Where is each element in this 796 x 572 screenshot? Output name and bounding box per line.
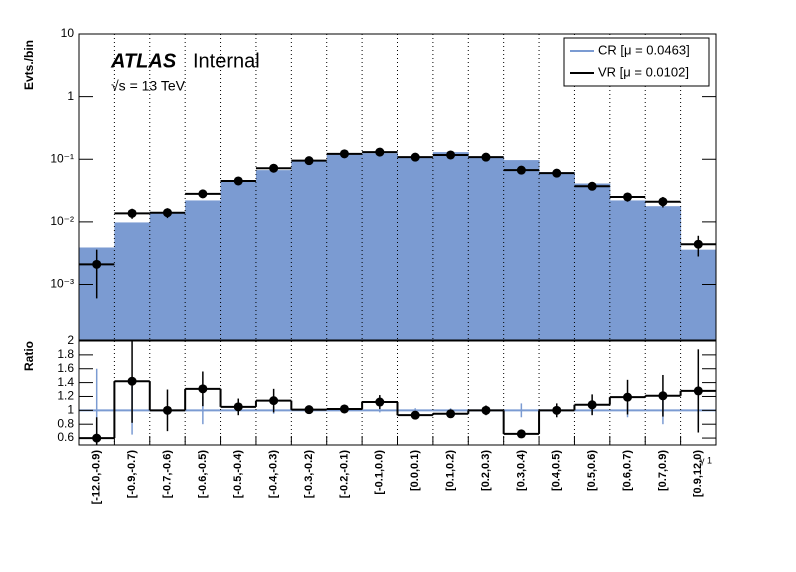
x-tick-label: [-0.4,-0.3)	[268, 450, 280, 499]
vr-ratio-point	[198, 384, 208, 394]
legend-box	[563, 37, 710, 87]
vr-point	[375, 147, 385, 157]
x-tick-label: [0.2,0.3)	[480, 450, 492, 491]
vr-point	[92, 259, 102, 269]
cr-bar	[609, 200, 646, 340]
vr-point	[446, 150, 456, 160]
vr-point	[304, 156, 314, 166]
x-tick-label: [0.4,0.5)	[551, 450, 563, 491]
x-tick-label: [-0.1,0.0)	[374, 450, 386, 495]
cr-bar	[185, 200, 222, 340]
x-axis-label: γ 1	[700, 455, 712, 465]
vr-ratio-point	[92, 433, 102, 443]
vr-point	[127, 208, 137, 218]
cr-bar	[362, 153, 398, 340]
vr-ratio-point	[339, 404, 349, 414]
vr-ratio-point	[516, 429, 526, 439]
vr-ratio-point	[162, 405, 172, 415]
y-tick-label: 0.6	[57, 430, 74, 444]
x-tick-label: [-12.0,-0.9)	[91, 450, 103, 505]
cr-bar	[574, 183, 611, 340]
vr-point	[233, 176, 243, 186]
vr-ratio-point	[233, 402, 243, 412]
vr-point	[693, 239, 703, 249]
vr-point	[552, 168, 562, 178]
atlas-label: ATLAS	[110, 50, 177, 72]
y-tick-label: 1	[67, 89, 74, 103]
vr-ratio-point	[410, 410, 420, 420]
x-tick-label: [0.9,12.0)	[692, 450, 704, 497]
x-tick-label: [-0.5,-0.4)	[232, 450, 244, 499]
cr-bar	[220, 181, 257, 340]
x-tick-label: [-0.7,-0.6)	[161, 450, 173, 499]
ratio-axis-label: Ratio	[22, 341, 36, 371]
vr-point	[198, 189, 208, 199]
x-tick-label: [0.7,0.9)	[657, 450, 669, 491]
pad-frame	[78, 33, 717, 341]
x-tick-label: [0.5,0.6)	[586, 450, 598, 491]
cr-bar	[503, 160, 540, 340]
vr-point	[623, 192, 633, 202]
x-tick-label: [0.3,0.4)	[515, 450, 527, 491]
vr-ratio-point	[623, 392, 633, 402]
x-tick-label: [-0.3,-0.2)	[303, 450, 315, 499]
vr-ratio-point	[304, 405, 314, 415]
cr-bar	[432, 152, 469, 340]
legend-label: CR [μ = 0.0463]	[598, 42, 690, 57]
x-tick-label: [0.0,0.1)	[409, 450, 421, 491]
vr-ratio-point	[446, 409, 456, 419]
x-tick-label: [-0.6,-0.5)	[197, 450, 209, 499]
vr-ratio-point	[269, 396, 279, 406]
x-tick-label: [-0.9,-0.7)	[126, 450, 138, 499]
legend-label: VR [μ = 0.0102]	[598, 64, 689, 79]
cr-bar	[645, 206, 682, 340]
y-tick-label: 1.8	[57, 347, 74, 361]
y-tick-label: 10	[61, 26, 75, 40]
y-tick-label: 0.8	[57, 416, 74, 430]
y-tick-label: 2	[67, 333, 74, 347]
cr-bar	[255, 170, 292, 340]
y-tick-label: 1.2	[57, 389, 74, 403]
y-tick-label: 1.4	[57, 375, 74, 389]
vr-ratio-point	[693, 386, 703, 396]
x-tick-label: [-0.2,-0.1)	[338, 450, 350, 499]
y-tick-label: 10⁻¹	[50, 151, 74, 165]
y-tick-label: 10⁻³	[50, 277, 74, 291]
cr-bar	[680, 249, 717, 340]
x-tick-label: [0.1,0.2)	[444, 450, 456, 491]
vr-ratio-point	[587, 400, 597, 410]
y-tick-label: 10⁻²	[50, 214, 74, 228]
vr-point	[481, 152, 491, 162]
cr-bar	[291, 160, 328, 340]
vr-ratio-point	[481, 405, 491, 415]
vr-ratio-point	[658, 391, 668, 401]
y-axis-label: Evts./bin	[22, 40, 36, 90]
energy-label: √s = 13 TeV	[111, 78, 186, 94]
cr-bar	[397, 157, 434, 340]
vr-point	[162, 208, 172, 218]
vr-point	[516, 165, 526, 175]
y-tick-label: 1	[67, 403, 74, 417]
cr-bar	[149, 212, 186, 340]
vr-ratio-point	[127, 376, 137, 386]
vr-point	[658, 197, 668, 207]
vr-point	[410, 152, 420, 162]
cr-bar	[539, 172, 575, 340]
vr-point	[339, 149, 349, 159]
vr-ratio-point	[375, 397, 385, 407]
status-label: Internal	[193, 50, 260, 72]
vr-ratio-point	[552, 405, 562, 415]
cr-bar	[468, 157, 505, 340]
x-tick-label: [0.6,0.7)	[621, 450, 633, 491]
cr-bar	[326, 154, 363, 340]
cr-bar	[114, 222, 151, 340]
vr-point	[587, 181, 597, 191]
y-tick-label: 1.6	[57, 361, 74, 375]
vr-point	[269, 163, 279, 173]
